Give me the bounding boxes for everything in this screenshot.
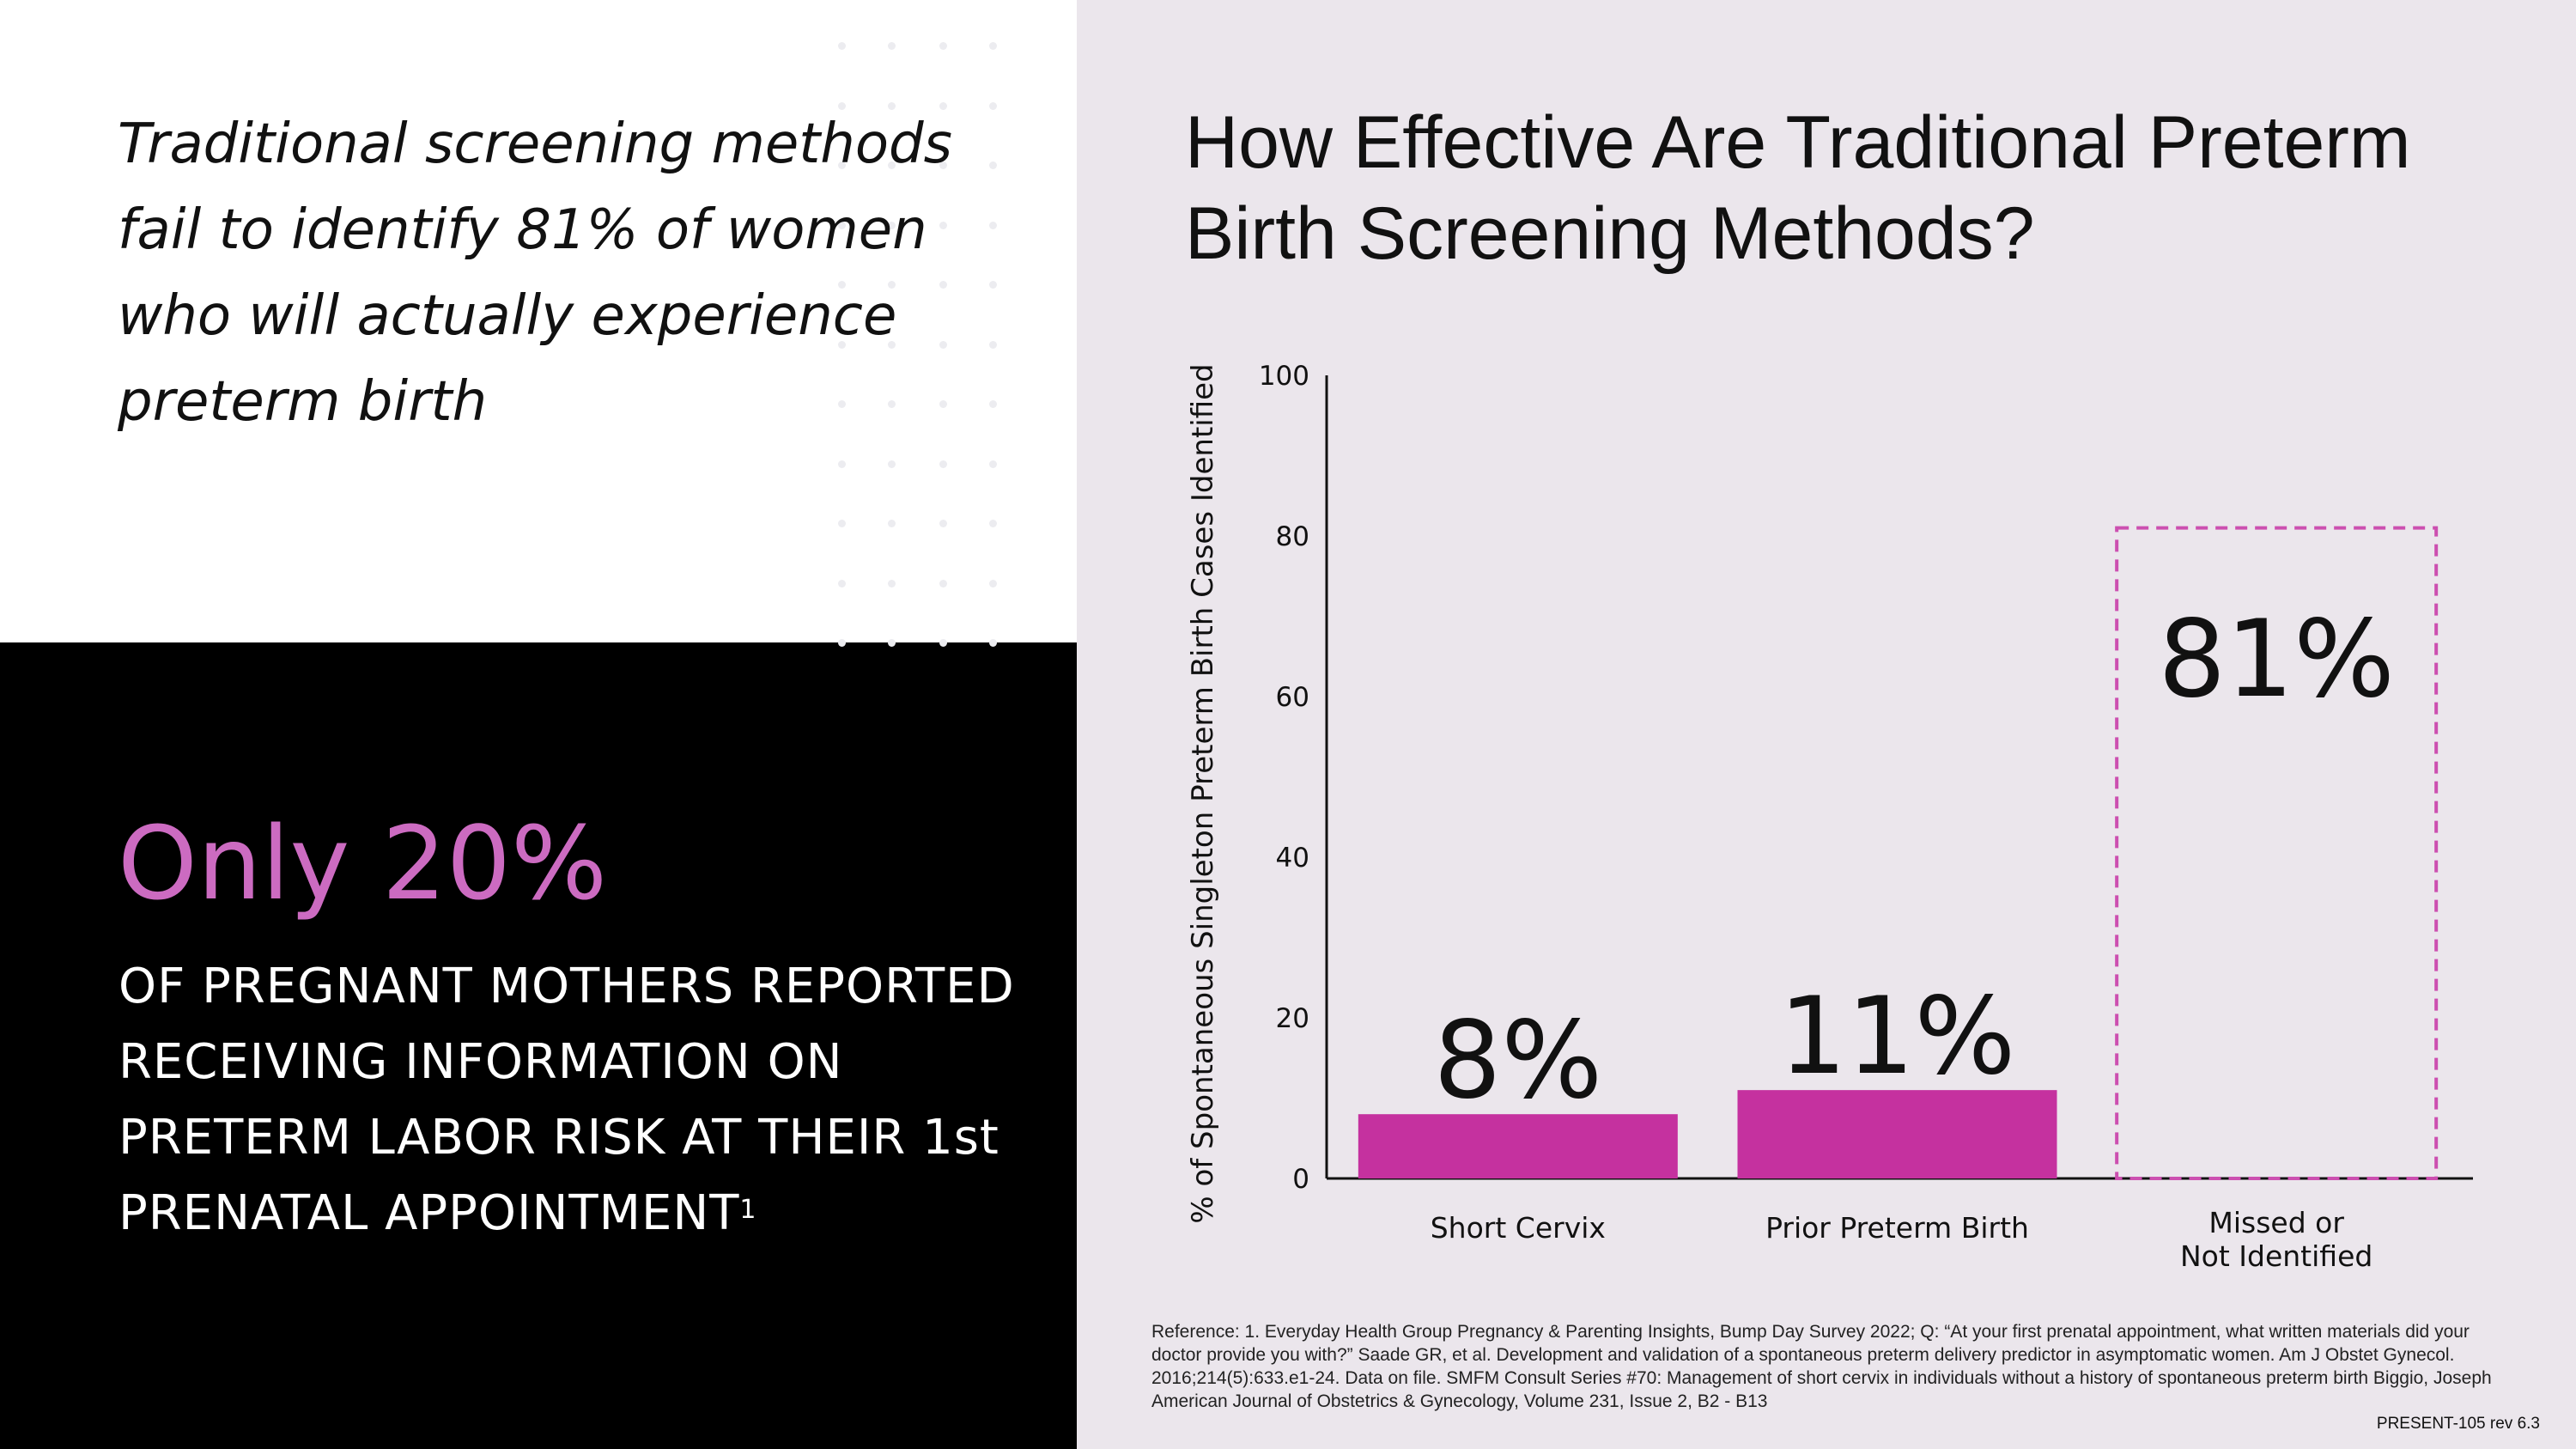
decorative-dot xyxy=(989,221,997,229)
decorative-dot xyxy=(888,460,896,468)
decorative-dot xyxy=(888,639,896,647)
bar xyxy=(1358,1114,1678,1178)
decorative-dot xyxy=(989,639,997,647)
decorative-dot xyxy=(989,340,997,349)
stat-headline: Only 20% xyxy=(118,804,608,922)
decorative-dot xyxy=(989,460,997,468)
decorative-dot xyxy=(838,340,846,349)
decorative-dot xyxy=(888,340,896,349)
decorative-dot xyxy=(838,161,846,169)
decorative-dot xyxy=(838,639,846,647)
stat-body-text: OF PREGNANT MOTHERS REPORTED RECEIVING I… xyxy=(118,959,1015,1241)
document-code: PRESENT-105 rev 6.3 xyxy=(2376,1415,2540,1433)
decorative-dot xyxy=(838,221,846,229)
stat-body: OF PREGNANT MOTHERS REPORTED RECEIVING I… xyxy=(118,949,1029,1251)
chart-title: How Effective Are Traditional Preterm Bi… xyxy=(1185,101,2411,275)
y-axis-label: % of Spontaneous Singleton Preterm Birth… xyxy=(1186,363,1220,1223)
decorative-dot xyxy=(838,520,846,527)
bar-outline xyxy=(2115,526,2439,1180)
quote-panel xyxy=(0,0,1077,642)
x-category-label: Short Cervix xyxy=(1431,1211,1606,1245)
data-label: 8% xyxy=(1433,999,1602,1123)
decorative-dot xyxy=(989,579,997,588)
decorative-dot xyxy=(888,42,896,50)
decorative-dot xyxy=(838,579,846,588)
decorative-dot xyxy=(939,639,947,647)
decorative-dot xyxy=(939,460,947,468)
y-tick-label: 80 xyxy=(1276,521,1309,552)
decorative-dot xyxy=(888,281,896,289)
decorative-dot xyxy=(838,460,846,468)
x-category-label: Prior Preterm Birth xyxy=(1765,1211,2029,1245)
y-tick-label: 0 xyxy=(1292,1164,1309,1195)
reference-text: Reference: 1. Everyday Health Group Preg… xyxy=(1151,1322,2492,1411)
data-label: 81% xyxy=(2158,598,2395,721)
decorative-dot xyxy=(939,42,947,50)
decorative-dot xyxy=(888,400,896,408)
x-category-label: Missed or Not Identified xyxy=(2180,1206,2372,1273)
decorative-dot xyxy=(989,42,997,50)
decorative-dot xyxy=(888,221,896,229)
bar xyxy=(1737,1090,2057,1178)
decorative-dot xyxy=(838,42,846,50)
y-tick-label: 20 xyxy=(1276,1003,1309,1034)
decorative-dot xyxy=(989,400,997,408)
data-label: 11% xyxy=(1779,975,2016,1099)
decorative-dot xyxy=(838,101,846,110)
decorative-dot xyxy=(939,221,947,229)
decorative-dot xyxy=(939,520,947,527)
decorative-dot xyxy=(888,161,896,169)
quote-text: Traditional screening methods fail to id… xyxy=(118,113,952,434)
decorative-dot xyxy=(838,281,846,289)
decorative-dot xyxy=(939,161,947,169)
decorative-dot xyxy=(989,281,997,289)
stat-panel xyxy=(0,642,1077,1449)
decorative-dot xyxy=(939,400,947,408)
decorative-dot xyxy=(939,579,947,588)
y-tick-label: 60 xyxy=(1276,682,1309,713)
decorative-dot xyxy=(838,400,846,408)
y-tick-label: 40 xyxy=(1276,843,1309,874)
decorative-dot xyxy=(888,520,896,527)
y-tick-label: 100 xyxy=(1259,361,1309,392)
decorative-dot xyxy=(888,579,896,588)
decorative-dot xyxy=(939,101,947,110)
decorative-dot xyxy=(989,520,997,527)
stat-footnote: 1 xyxy=(739,1195,757,1225)
decorative-dot xyxy=(939,340,947,349)
decorative-dot xyxy=(888,101,896,110)
decorative-dot xyxy=(989,161,997,169)
decorative-dot xyxy=(939,281,947,289)
decorative-dot xyxy=(989,101,997,110)
